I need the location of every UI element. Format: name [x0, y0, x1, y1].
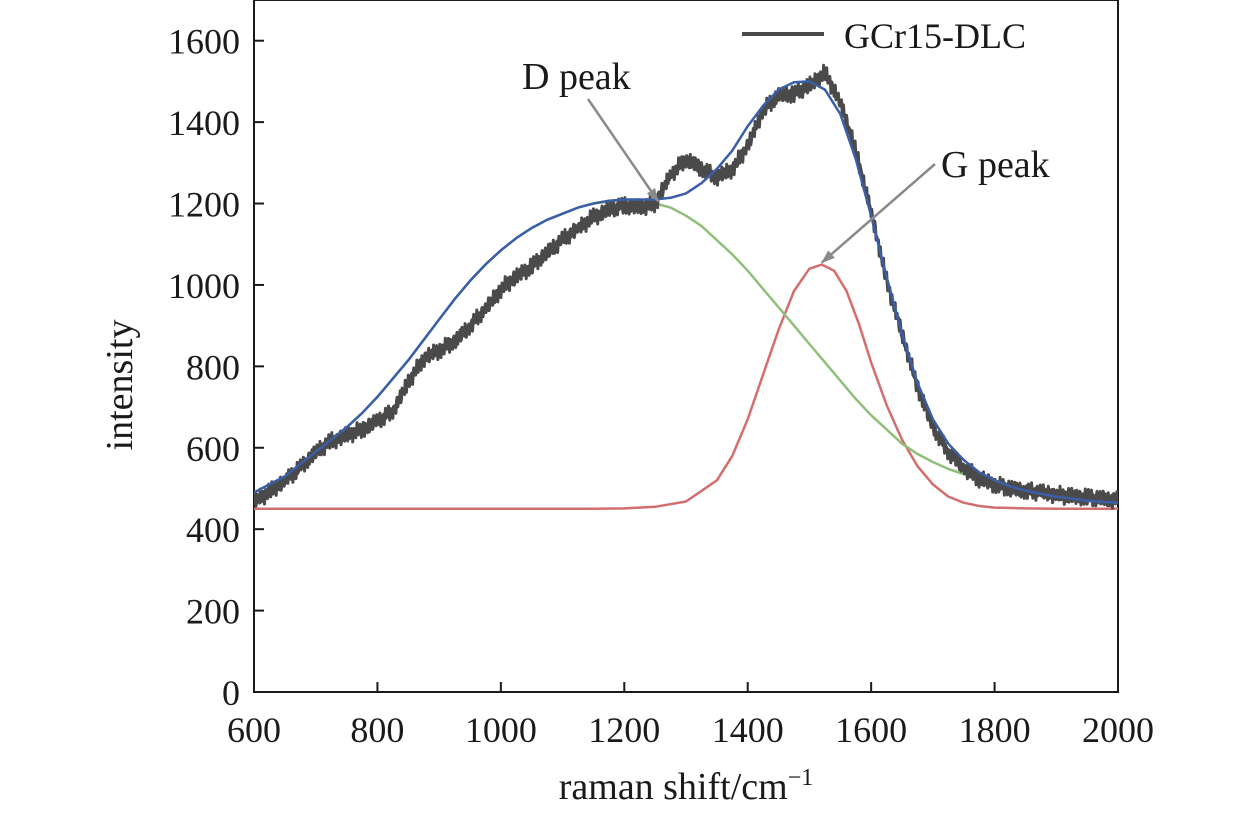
y-axis-ticks: 0 200 400 600 800 1000 1200 1400 1600 — [168, 22, 264, 713]
d-peak-label: D peak — [522, 56, 631, 98]
series-line-D-peak-fit — [254, 199, 1118, 504]
g-peak-label: G peak — [941, 144, 1050, 186]
x-tick-label: 1200 — [588, 710, 660, 750]
x-tick-label: 1800 — [959, 710, 1031, 750]
x-tick-label: 600 — [227, 710, 281, 750]
x-tick-label: 1000 — [465, 710, 537, 750]
x-axis-title: raman shift/cm−1 — [559, 765, 814, 808]
d-peak-arrow-icon — [586, 98, 660, 203]
y-tick-label: 200 — [186, 592, 240, 632]
y-tick-label: 1200 — [168, 185, 240, 225]
y-tick-label: 600 — [186, 429, 240, 469]
x-tick-label: 800 — [350, 710, 404, 750]
legend: GCr15-DLC — [742, 16, 1026, 56]
y-tick-label: 400 — [186, 510, 240, 550]
d-peak-annotation: D peak — [522, 56, 660, 203]
legend-label: GCr15-DLC — [844, 16, 1026, 56]
y-tick-label: 1400 — [168, 103, 240, 143]
x-axis-ticks: 600 800 1000 1200 1400 1600 1800 2000 — [227, 682, 1154, 750]
y-tick-label: 1600 — [168, 22, 240, 62]
series-line-G-peak-fit — [254, 263, 1118, 511]
x-axis-title-main: raman shift/cm — [559, 766, 788, 808]
x-axis-title-superscript: −1 — [788, 765, 814, 791]
series-line-cumulative-fit — [254, 80, 1118, 504]
y-tick-label: 800 — [186, 347, 240, 387]
g-peak-arrow-icon — [820, 163, 936, 264]
y-tick-label: 1000 — [168, 266, 240, 306]
x-tick-label: 1400 — [712, 710, 784, 750]
g-peak-annotation: G peak — [820, 144, 1050, 264]
y-axis-title: intensity — [99, 320, 141, 451]
plot-frame — [253, 0, 1119, 693]
x-tick-label: 2000 — [1082, 710, 1154, 750]
series-line-measured — [254, 63, 1118, 510]
x-tick-label: 1600 — [835, 710, 907, 750]
y-tick-label: 0 — [222, 673, 240, 713]
series-layer — [254, 63, 1118, 511]
